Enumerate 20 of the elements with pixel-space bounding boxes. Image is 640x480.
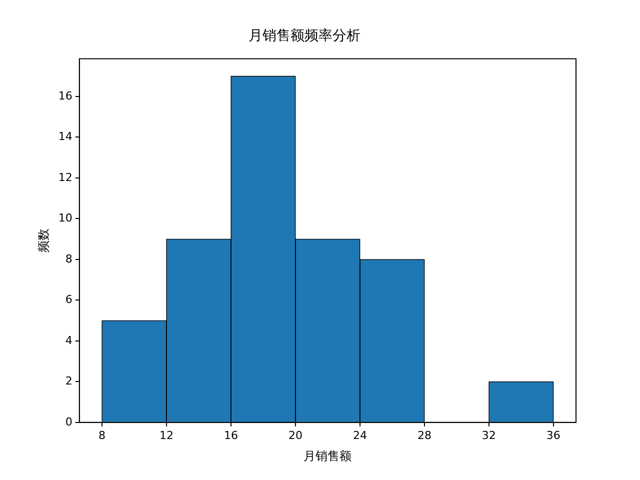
x-tick-label: 20 [288, 428, 302, 442]
x-tick-label: 8 [98, 428, 106, 442]
x-tick-label: 16 [224, 428, 238, 442]
x-tick-label: 36 [546, 428, 560, 442]
y-tick-label: 0 [65, 415, 72, 428]
y-tick-label: 4 [65, 334, 72, 347]
y-tick-label: 6 [65, 293, 72, 306]
y-tick-label: 10 [58, 212, 72, 225]
y-tick-label: 14 [58, 130, 72, 144]
x-tick-label: 12 [159, 428, 174, 442]
x-axis-title: 月销售额 [304, 448, 352, 463]
x-tick-label: 28 [417, 428, 432, 442]
y-tick-label: 2 [65, 374, 72, 388]
x-tick-label: 24 [352, 428, 367, 442]
x-tick-label: 32 [482, 428, 496, 442]
y-tick-label: 12 [58, 170, 72, 184]
y-tick-label: 8 [65, 252, 72, 266]
y-tick-label: 16 [58, 89, 72, 102]
y-axis-title: 频数 [36, 228, 50, 253]
chart-title: 月销售额频率分析 [248, 28, 360, 44]
